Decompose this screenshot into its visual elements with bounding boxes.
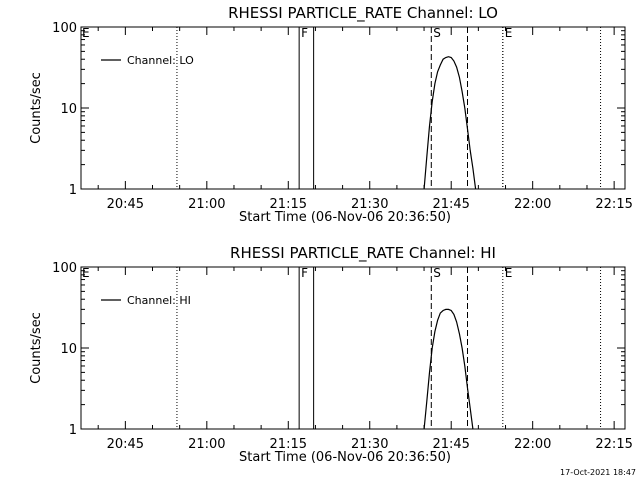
chart-title: RHESSI PARTICLE_RATE Channel: HI — [230, 244, 496, 263]
corner-label: E — [82, 266, 90, 280]
event-label: F — [301, 26, 308, 40]
x-tick-label: 22:00 — [514, 437, 551, 452]
y-tick-label: 1 — [69, 183, 77, 198]
x-tick-label: 21:15 — [270, 197, 307, 212]
event-label: S — [433, 266, 441, 280]
event-label: E — [505, 26, 513, 40]
x-tick-label: 22:15 — [595, 437, 632, 452]
y-axis-label: Counts/sec — [29, 72, 44, 144]
x-tick-label: 22:00 — [514, 197, 551, 212]
panel-hi: RHESSI PARTICLE_RATE Channel: HI 20:45 21:… — [29, 244, 633, 465]
x-axis-label: Start Time (06-Nov-06 20:36:50) — [239, 210, 451, 225]
plot-frame — [80, 26, 626, 190]
x-axis-label: Start Time (06-Nov-06 20:36:50) — [239, 450, 451, 465]
y-tick-label: 1 — [69, 423, 77, 438]
footer-timestamp: 17-Oct-2021 18:47 — [560, 468, 636, 477]
event-label: F — [301, 266, 308, 280]
x-tick-label: 20:45 — [107, 437, 144, 452]
legend-entry: Channel: HI — [127, 294, 191, 307]
x-tick-label: 21:45 — [432, 197, 469, 212]
x-tick-label: 20:45 — [107, 197, 144, 212]
legend-entry: Channel: LO — [127, 54, 194, 67]
series-line — [423, 308, 474, 430]
y-tick-label: 10 — [60, 342, 77, 357]
y-tick-label: 100 — [52, 21, 77, 36]
panel-lo: RHESSI PARTICLE_RATE Channel: LO 20:45 21:… — [29, 4, 633, 225]
corner-label: E — [82, 26, 90, 40]
series-line — [423, 56, 477, 190]
x-tick-label: 22:15 — [595, 197, 632, 212]
y-tick-label: 10 — [60, 102, 77, 117]
x-tick-label: 21:00 — [188, 197, 225, 212]
x-tick-label: 21:15 — [270, 437, 307, 452]
y-tick-label: 100 — [52, 261, 77, 276]
x-tick-label: 21:00 — [188, 437, 225, 452]
event-label: S — [433, 26, 441, 40]
x-tick-label: 21:45 — [432, 437, 469, 452]
y-axis-label: Counts/sec — [29, 312, 44, 384]
x-tick-label: 21:30 — [351, 437, 388, 452]
chart-title: RHESSI PARTICLE_RATE Channel: LO — [228, 4, 498, 23]
plot-frame — [80, 266, 626, 430]
event-label: E — [505, 266, 513, 280]
x-tick-label: 21:30 — [351, 197, 388, 212]
